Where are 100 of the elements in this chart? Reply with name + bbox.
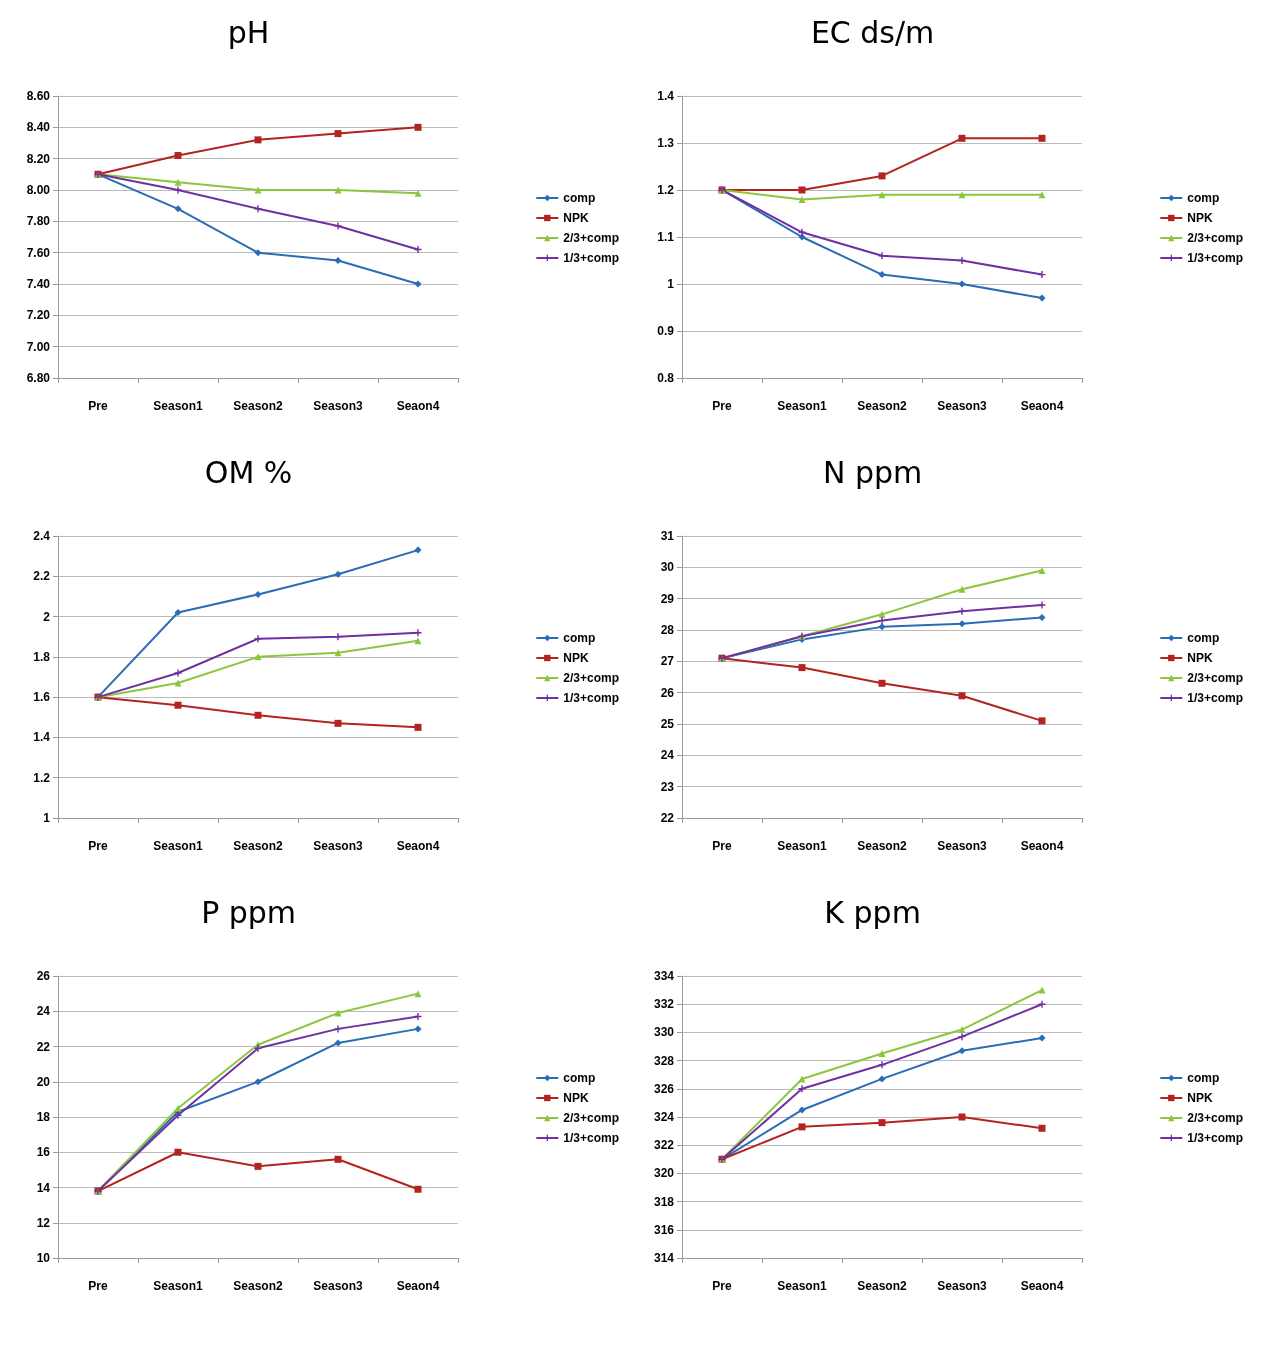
y-tick-label: 1.4: [657, 89, 675, 103]
x-tick-label: Season2: [233, 399, 284, 413]
y-tick-label: 314: [653, 1251, 675, 1265]
y-tick-label: 23: [660, 779, 675, 794]
x-tick-label: Seaon4: [1020, 399, 1064, 413]
x-tick-label: Season1: [777, 1279, 828, 1293]
chart-title: N ppm: [822, 454, 923, 490]
y-tick-label: 0.8: [657, 371, 675, 385]
x-tick-label: Seaon4: [396, 1279, 440, 1293]
legend-label: NPK: [1187, 651, 1213, 665]
legend-label: comp: [1187, 631, 1220, 645]
y-tick-label: 30: [660, 560, 675, 575]
legend-label: comp: [563, 1071, 596, 1085]
x-tick-label: Pre: [88, 839, 108, 853]
x-tick-label: Season1: [777, 399, 828, 413]
y-tick-label: 27: [660, 654, 675, 669]
x-tick-label: Season2: [857, 399, 908, 413]
y-tick-label: 0.9: [657, 324, 675, 338]
y-tick-label: 322: [653, 1138, 675, 1153]
y-tick-label: 1.3: [657, 136, 675, 150]
legend-label: NPK: [563, 1091, 589, 1105]
y-tick-label: 14: [36, 1180, 51, 1195]
y-tick-label: 24: [660, 748, 675, 763]
y-tick-label: 1.4: [33, 730, 51, 745]
legend-label: 2/3+comp: [1187, 671, 1244, 685]
legend-label: 2/3+comp: [1187, 1111, 1244, 1125]
x-tick-label: Season2: [233, 839, 284, 853]
chart-title: EC ds/m: [810, 14, 935, 50]
y-tick-label: 7.60: [26, 245, 51, 260]
y-tick-label: 7.00: [26, 339, 51, 354]
x-tick-label: Season1: [153, 1279, 204, 1293]
y-tick-label: 31: [660, 529, 675, 543]
y-tick-label: 18: [36, 1110, 51, 1124]
legend-label: NPK: [563, 651, 589, 665]
y-tick-label: 326: [653, 1081, 675, 1096]
y-tick-label: 7.20: [26, 308, 51, 323]
chart-title: P ppm: [201, 894, 297, 930]
x-tick-label: Pre: [88, 1279, 108, 1293]
chart-title: pH: [227, 14, 270, 50]
y-tick-label: 2.4: [33, 529, 51, 543]
x-tick-label: Pre: [88, 399, 108, 413]
x-tick-label: Season2: [233, 1279, 284, 1293]
y-tick-label: 7.40: [26, 277, 51, 291]
y-tick-label: 16: [36, 1145, 51, 1160]
y-tick-label: 1.6: [33, 690, 51, 705]
y-tick-label: 8.40: [26, 120, 51, 135]
y-tick-label: 316: [653, 1222, 675, 1237]
x-tick-label: Season2: [857, 1279, 908, 1293]
x-tick-label: Pre: [712, 399, 732, 413]
legend-label: 2/3+comp: [1187, 231, 1244, 245]
x-tick-label: Season3: [313, 839, 364, 853]
x-tick-label: Season1: [153, 839, 204, 853]
y-tick-label: 24: [36, 1004, 51, 1019]
y-tick-label: 6.80: [26, 371, 51, 385]
y-tick-label: 1: [43, 811, 51, 825]
legend-label: NPK: [1187, 1091, 1213, 1105]
legend-label: 1/3+comp: [563, 251, 620, 265]
y-tick-label: 2: [43, 609, 51, 624]
y-tick-label: 10: [36, 1251, 51, 1265]
y-tick-label: 1.1: [657, 230, 675, 244]
legend-label: comp: [563, 191, 596, 205]
chart-title: K ppm: [824, 894, 921, 930]
x-tick-label: Pre: [712, 1279, 732, 1293]
y-tick-label: 320: [653, 1166, 675, 1181]
legend-label: comp: [1187, 191, 1220, 205]
y-tick-label: 29: [660, 591, 675, 606]
y-tick-label: 8.00: [26, 183, 51, 197]
y-tick-label: 22: [660, 811, 675, 825]
x-tick-label: Season3: [313, 1279, 364, 1293]
y-tick-label: 12: [36, 1215, 51, 1230]
x-tick-label: Season2: [857, 839, 908, 853]
y-tick-label: 8.60: [26, 89, 51, 103]
legend-label: NPK: [1187, 211, 1213, 225]
y-tick-label: 28: [660, 623, 675, 637]
legend-label: NPK: [563, 211, 589, 225]
y-tick-label: 2.2: [33, 569, 51, 584]
y-tick-label: 26: [36, 969, 51, 983]
legend-label: 2/3+comp: [563, 231, 620, 245]
y-tick-label: 334: [653, 969, 675, 983]
x-tick-label: Season1: [777, 839, 828, 853]
y-tick-label: 1.8: [33, 649, 51, 664]
legend-label: 1/3+comp: [563, 691, 620, 705]
x-tick-label: Seaon4: [396, 399, 440, 413]
y-tick-label: 7.80: [26, 214, 51, 229]
x-tick-label: Pre: [712, 839, 732, 853]
x-tick-label: Seaon4: [1020, 839, 1064, 853]
x-tick-label: Seaon4: [396, 839, 440, 853]
y-tick-label: 22: [36, 1039, 51, 1054]
legend-label: 2/3+comp: [563, 1111, 620, 1125]
y-tick-label: 26: [660, 685, 675, 700]
y-tick-label: 1.2: [33, 770, 51, 785]
legend-label: 1/3+comp: [1187, 1131, 1244, 1145]
legend-label: 1/3+comp: [1187, 251, 1244, 265]
y-tick-label: 324: [653, 1110, 675, 1124]
chart-title: OM %: [204, 454, 293, 490]
x-tick-label: Season3: [937, 1279, 988, 1293]
legend-label: 1/3+comp: [1187, 691, 1244, 705]
y-tick-label: 318: [653, 1194, 675, 1209]
x-tick-label: Season3: [313, 399, 364, 413]
legend-label: comp: [1187, 1071, 1220, 1085]
